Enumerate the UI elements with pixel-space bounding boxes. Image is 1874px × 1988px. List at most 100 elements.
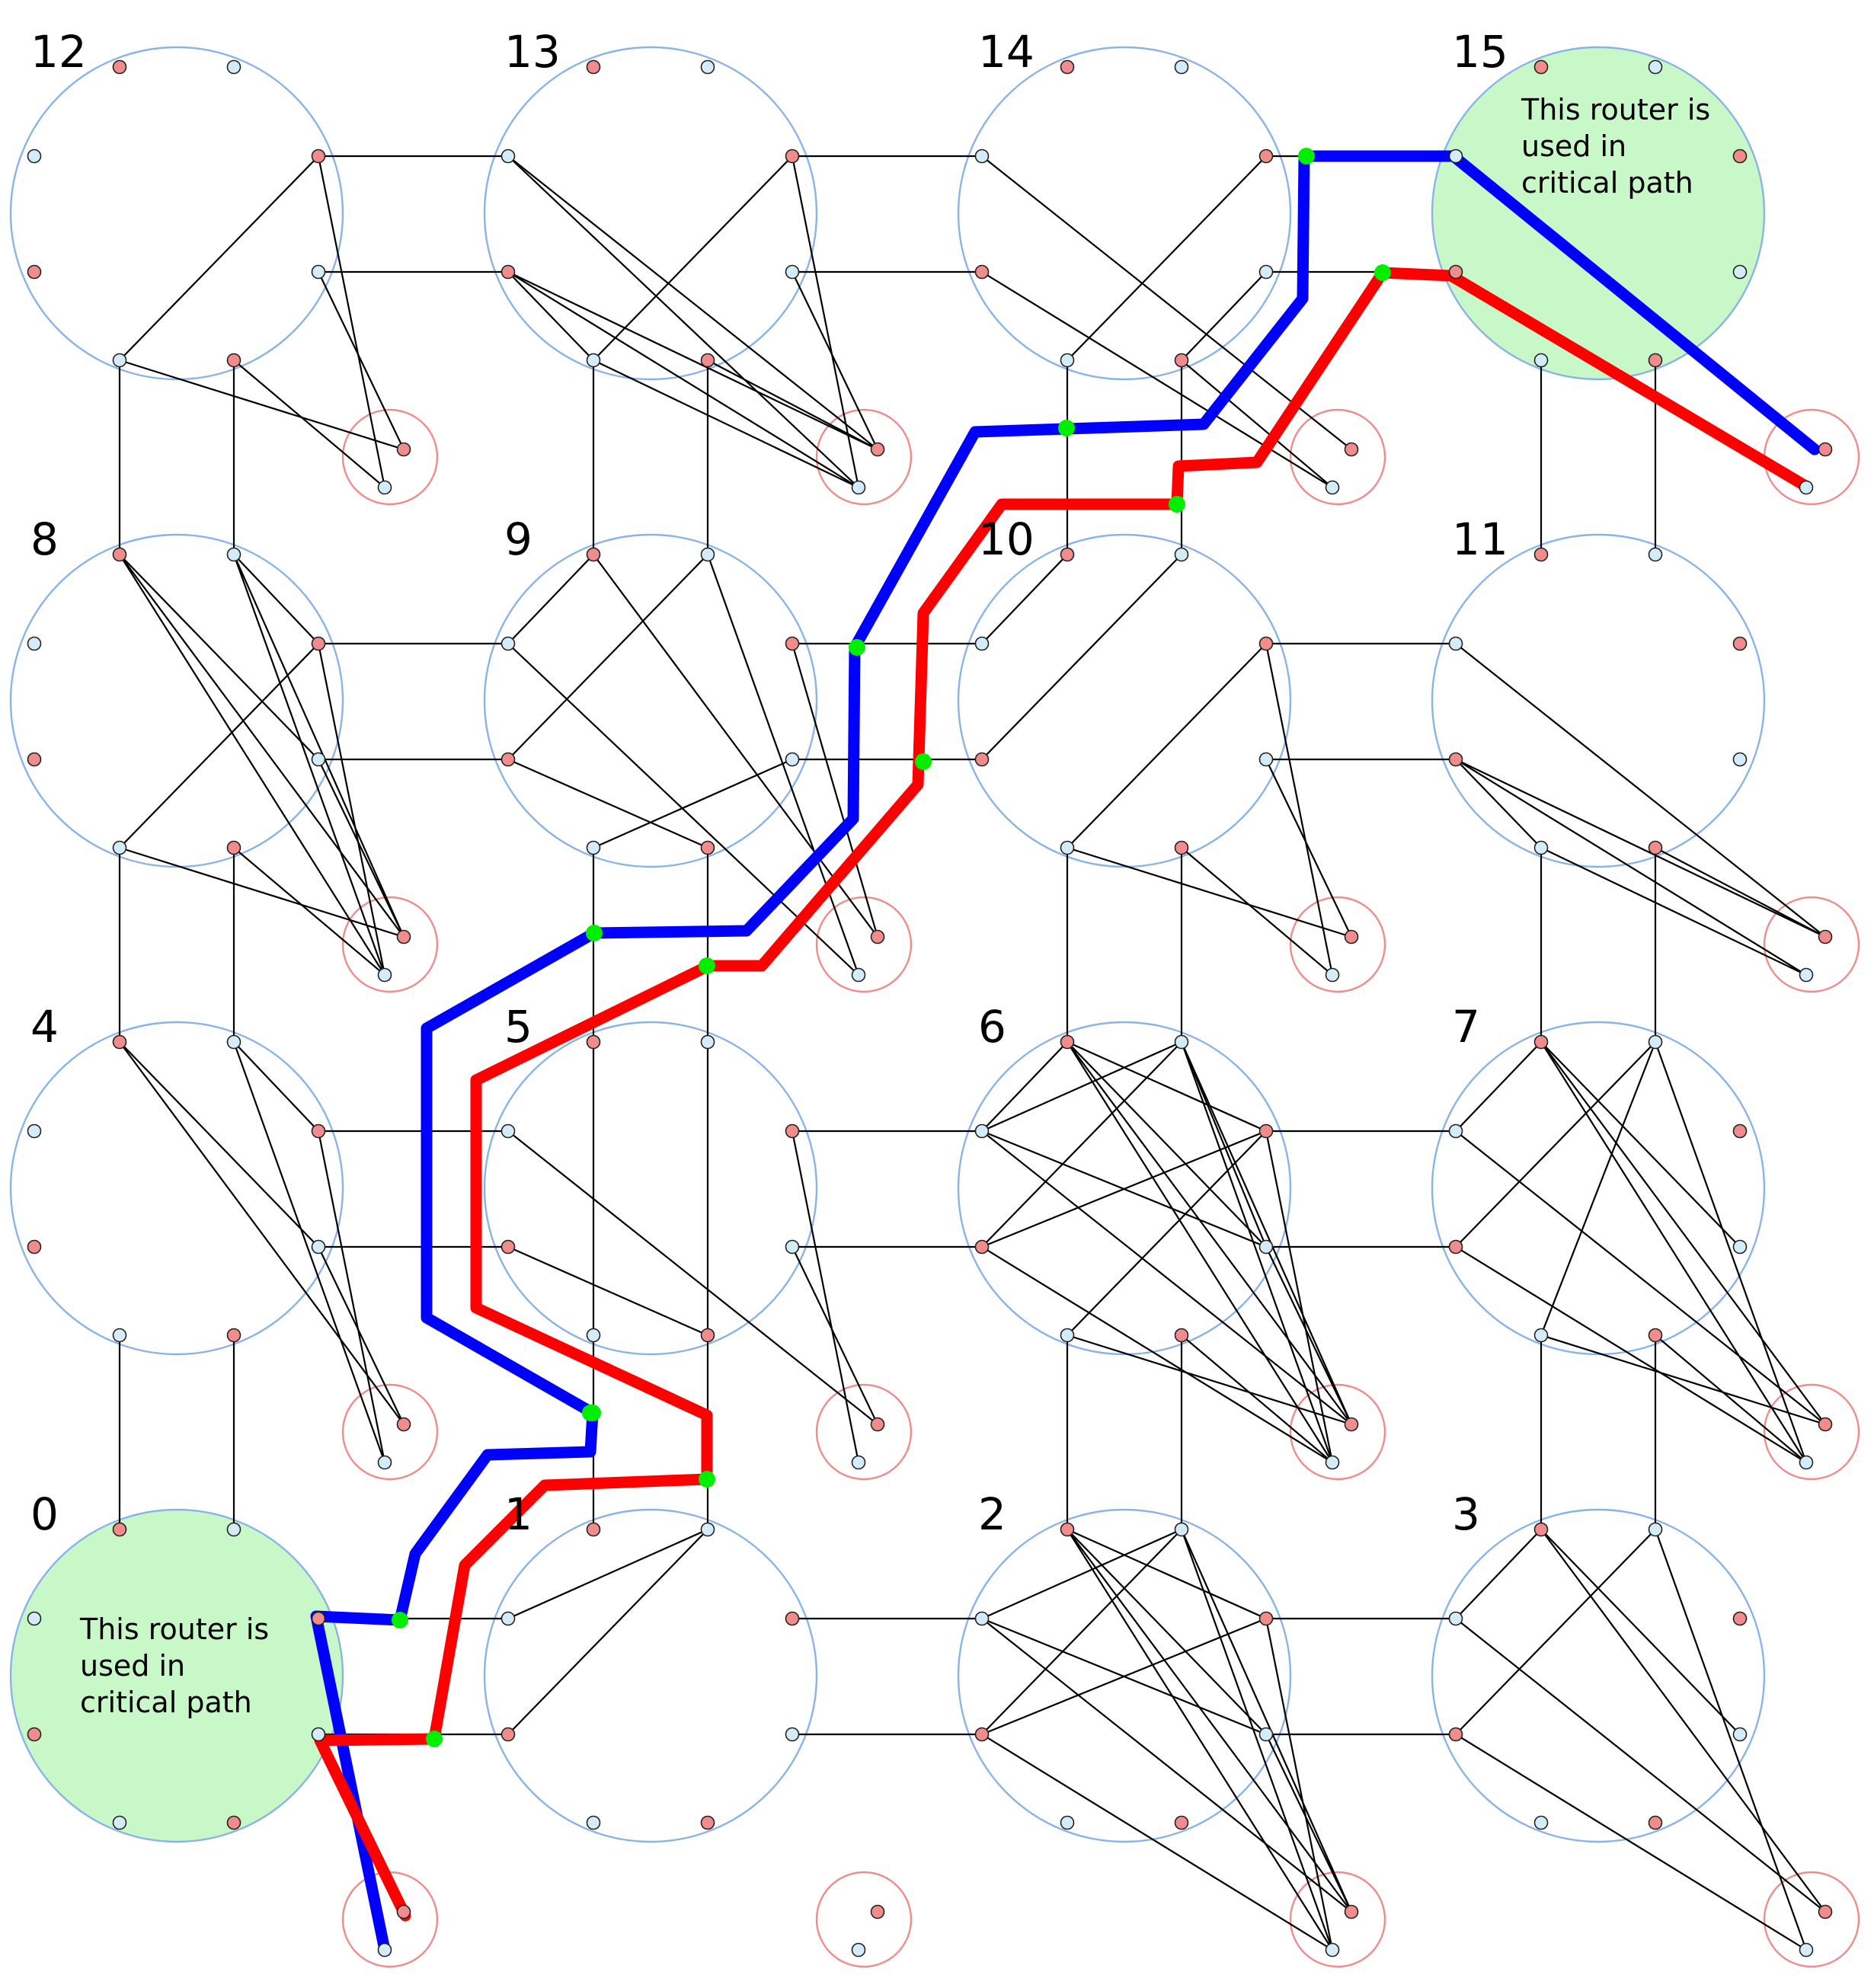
- crossbar-link: [1455, 1618, 1826, 1913]
- router-2-local-circle: [1289, 1871, 1386, 1968]
- router-port: [785, 1727, 800, 1742]
- router-port: [1818, 929, 1833, 944]
- router-2-label: 2: [978, 1488, 1006, 1540]
- router-port: [700, 1034, 715, 1050]
- crossbar-link: [1455, 1041, 1656, 1248]
- crossbar-link: [1455, 1041, 1542, 1132]
- router-circles: [9, 46, 1766, 1843]
- router-0-circle: [9, 1508, 344, 1843]
- router-port: [1258, 752, 1274, 767]
- router-port: [1648, 1328, 1663, 1343]
- crossbar-link: [1540, 1041, 1807, 1463]
- router-8-circle: [9, 533, 344, 868]
- router-port: [396, 929, 411, 944]
- crossbar-link: [1067, 643, 1267, 849]
- crossbar-link: [1067, 1334, 1352, 1426]
- router-port: [870, 929, 885, 944]
- router-port: [1732, 1239, 1748, 1254]
- crossbar-link: [233, 554, 319, 644]
- crossbar-link: [791, 643, 879, 938]
- critical-path-node: [849, 639, 865, 656]
- crossbar-link: [1540, 1041, 1826, 1425]
- router-port: [1344, 1904, 1359, 1919]
- critical-path-node: [699, 1471, 715, 1488]
- crossbar-link: [119, 1041, 319, 1248]
- router-5-circle: [483, 1021, 818, 1356]
- router-port: [974, 264, 990, 280]
- crossbar-link: [593, 758, 793, 849]
- router-port: [1258, 1727, 1274, 1742]
- crossbar-link: [1455, 1130, 1826, 1425]
- router-port: [27, 636, 42, 651]
- crossbar-link: [507, 271, 594, 361]
- router-13-local-circle: [815, 408, 913, 506]
- link-lines: [118, 155, 1826, 1951]
- router-port: [311, 1239, 326, 1254]
- crossbar-link: [1540, 1041, 1657, 1336]
- router-port: [1648, 59, 1663, 75]
- router-15-circle: [1431, 46, 1766, 381]
- router-port: [1448, 752, 1463, 767]
- crossbar-link: [507, 1130, 878, 1425]
- critical-path-red: [314, 267, 1812, 1922]
- router-port: [226, 1034, 241, 1050]
- router-port: [1818, 1417, 1833, 1432]
- crossbar-link: [981, 554, 1068, 644]
- router-0-label: 0: [30, 1488, 59, 1540]
- critical-path-node: [392, 1612, 408, 1628]
- router-port: [785, 752, 800, 767]
- router-4-circle: [9, 1021, 344, 1356]
- router-port: [1174, 1815, 1189, 1830]
- crossbar-link: [1654, 1529, 1808, 1951]
- router-port: [1799, 967, 1814, 983]
- router-12-local-circle: [341, 408, 439, 506]
- crossbar-link: [233, 847, 385, 976]
- router-port: [1174, 1328, 1189, 1343]
- router-port: [1799, 1942, 1814, 1958]
- router-port: [1174, 1522, 1189, 1537]
- crossbar-link: [1540, 1529, 1826, 1913]
- router-port: [586, 547, 601, 562]
- crossbar-link: [1180, 1529, 1353, 1913]
- critical-path-node: [584, 1405, 601, 1421]
- router-port: [112, 1328, 127, 1343]
- crossbar-link: [1067, 1041, 1333, 1463]
- router-port: [226, 1522, 241, 1537]
- router-port: [586, 353, 601, 368]
- router-port: [870, 1417, 885, 1432]
- router-port: [1448, 1239, 1463, 1254]
- router-port: [1448, 1611, 1463, 1626]
- router-port: [851, 1455, 866, 1470]
- router-port: [1174, 1034, 1189, 1050]
- router-port: [851, 480, 866, 495]
- critical-path-node: [586, 925, 603, 941]
- crossbar-link: [1655, 1334, 1807, 1463]
- crossbar-link: [318, 1246, 405, 1425]
- router-port: [1448, 636, 1463, 651]
- router-port: [1060, 1815, 1075, 1830]
- router-port: [27, 1239, 42, 1254]
- router-port: [1174, 59, 1189, 75]
- router-port: [785, 1123, 800, 1139]
- router-port: [1533, 840, 1549, 855]
- router-port: [311, 264, 326, 280]
- router-port: [1344, 442, 1359, 457]
- router-port: [500, 1611, 516, 1626]
- router-port: [396, 442, 411, 457]
- crossbar-link: [119, 359, 405, 451]
- router-port: [1648, 547, 1663, 562]
- router-port: [700, 1328, 715, 1343]
- critical-note-line: critical path: [1521, 166, 1693, 200]
- router-port: [1325, 1942, 1340, 1958]
- crossbar-link: [593, 155, 793, 361]
- router-port: [1258, 149, 1274, 164]
- router-port: [700, 840, 715, 855]
- crossbar-link: [1180, 1041, 1334, 1463]
- router-port: [974, 1123, 990, 1139]
- crossbar-link: [981, 554, 1182, 760]
- router-port: [1533, 1034, 1549, 1050]
- crossbar-link: [1654, 1041, 1808, 1463]
- router-3-circle: [1431, 1508, 1766, 1843]
- router-port: [974, 1727, 990, 1742]
